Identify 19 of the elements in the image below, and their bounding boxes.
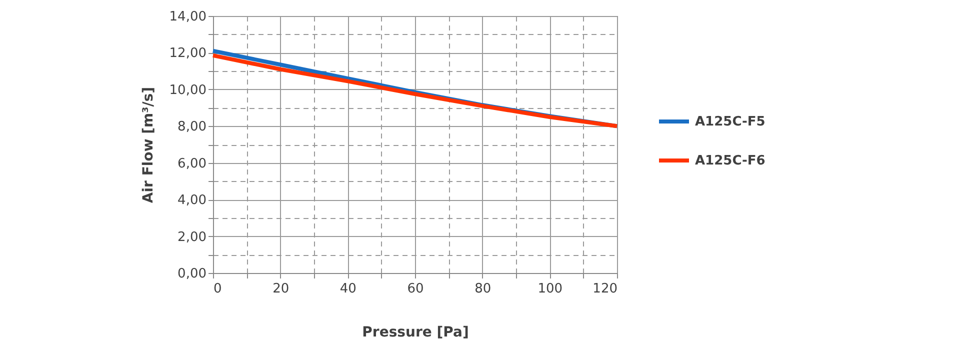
- y-tick-label: 10,00: [169, 82, 206, 98]
- x-tick-label: 40: [340, 282, 356, 296]
- x-tick-label: 100: [538, 282, 563, 296]
- x-tick-label: 120: [592, 282, 618, 296]
- y-tick-label: 14,00: [169, 10, 206, 24]
- y-tick-label: 6,00: [178, 156, 206, 172]
- legend-label: A125C-F6: [695, 154, 766, 168]
- y-tick-label: 12,00: [169, 46, 206, 62]
- x-tick-label: 60: [407, 282, 424, 296]
- x-tick-label: 80: [474, 282, 492, 296]
- y-tick-label: 0,00: [178, 266, 206, 282]
- x-tick-label: 20: [272, 282, 290, 296]
- y-axis-title: Air Flow [m³/s]: [140, 86, 156, 204]
- y-tick-label: 4,00: [178, 193, 206, 208]
- legend-label: A125C-F5: [695, 114, 766, 130]
- y-tick-label: 2,00: [178, 230, 206, 245]
- x-tick-label: 0: [214, 282, 222, 296]
- x-axis-title: Pressure [Pa]: [362, 324, 469, 340]
- y-tick-label: 8,00: [178, 120, 206, 135]
